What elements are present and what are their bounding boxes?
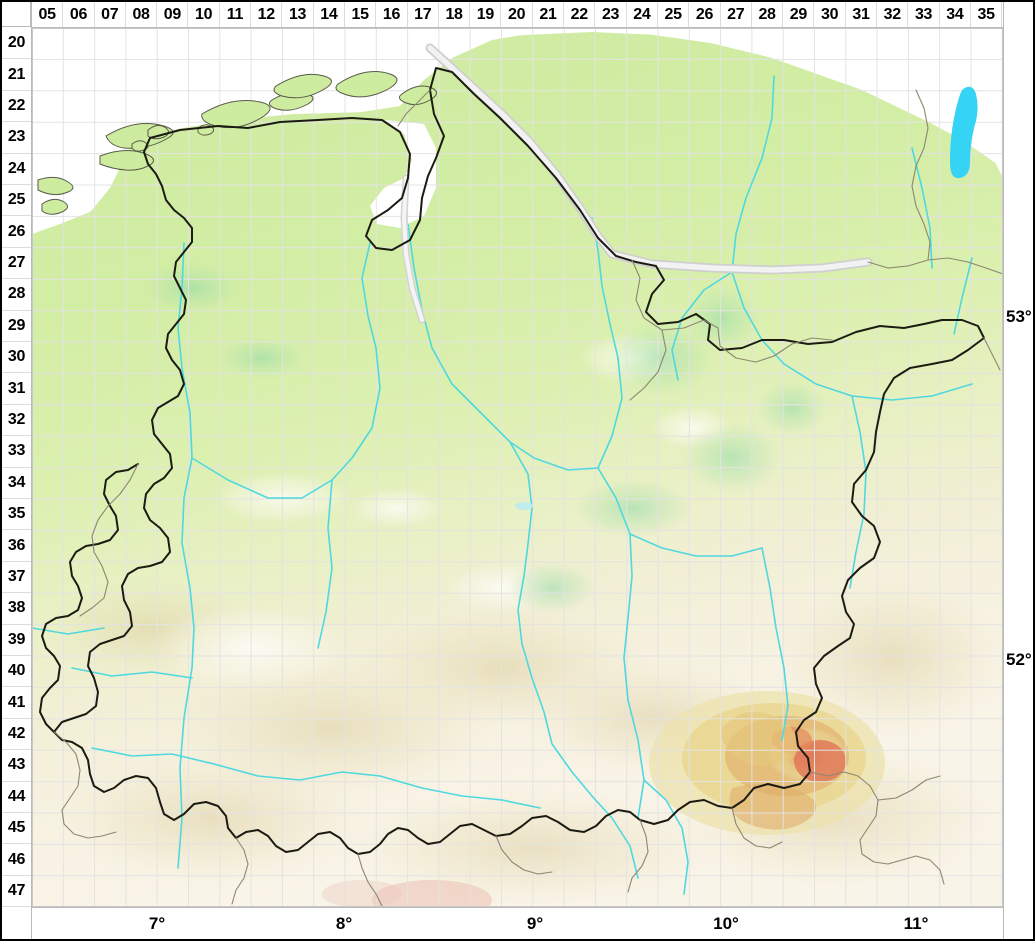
column-header-11[interactable]: 11 xyxy=(220,2,252,27)
row-header-32[interactable]: 32 xyxy=(2,405,31,437)
column-header-14[interactable]: 14 xyxy=(314,2,345,27)
topographic-map[interactable] xyxy=(32,28,1003,907)
row-header-43[interactable]: 43 xyxy=(2,750,31,782)
column-header-22[interactable]: 22 xyxy=(564,2,596,27)
column-header-07[interactable]: 07 xyxy=(95,2,126,27)
row-header-46[interactable]: 46 xyxy=(2,844,31,876)
row-header-27[interactable]: 27 xyxy=(2,248,31,280)
column-header-28[interactable]: 28 xyxy=(752,2,784,27)
longitude-label: 8° xyxy=(335,914,353,933)
elbe-river xyxy=(400,43,873,324)
column-header-row: 05 06 07 08 09 10 11 12 13 14 15 16 17 18 19 20 21 22 23 24… xyxy=(2,2,1033,28)
row-header-36[interactable]: 36 xyxy=(2,530,31,562)
latitude-label: 52° xyxy=(1006,650,1032,669)
column-header-29[interactable]: 29 xyxy=(783,2,815,27)
row-header-47[interactable]: 47 xyxy=(2,876,31,908)
column-header-16[interactable]: 16 xyxy=(376,2,408,27)
niedersachsen-border-sw xyxy=(39,463,139,733)
row-header-23[interactable]: 23 xyxy=(2,122,31,154)
harz-highland xyxy=(649,691,885,835)
row-header-31[interactable]: 31 xyxy=(2,373,31,405)
row-header-28[interactable]: 28 xyxy=(2,279,31,311)
lakes xyxy=(515,86,978,510)
district-borders xyxy=(53,89,1003,907)
map-viewport[interactable] xyxy=(32,28,1003,907)
row-header-21[interactable]: 21 xyxy=(2,59,31,91)
north-sea xyxy=(32,28,1003,234)
column-header-10[interactable]: 10 xyxy=(189,2,220,27)
column-header-17[interactable]: 17 xyxy=(408,2,439,27)
row-header-26[interactable]: 26 xyxy=(2,216,31,248)
row-header-35[interactable]: 35 xyxy=(2,499,31,531)
row-header-24[interactable]: 24 xyxy=(2,154,31,185)
latitude-label: 53° xyxy=(1006,307,1032,326)
column-header-27[interactable]: 27 xyxy=(721,2,752,27)
column-header-25[interactable]: 25 xyxy=(658,2,690,27)
row-header-37[interactable]: 37 xyxy=(2,562,31,594)
column-header-24[interactable]: 24 xyxy=(627,2,658,27)
row-header-40[interactable]: 40 xyxy=(2,656,31,688)
column-header-13[interactable]: 13 xyxy=(282,2,314,27)
right-margin xyxy=(1003,2,1033,939)
row-header-25[interactable]: 25 xyxy=(2,185,31,217)
column-header-18[interactable]: 18 xyxy=(439,2,471,27)
row-header-column: 20 21 22 23 24 25 26 27 28 29 30 31 32 33 34 35 36 37 38 39… xyxy=(2,2,32,939)
column-header-19[interactable]: 19 xyxy=(470,2,502,27)
longitude-label: 10° xyxy=(713,914,739,933)
row-header-42[interactable]: 42 xyxy=(2,719,31,751)
column-header-35[interactable]: 35 xyxy=(971,2,1003,27)
grid-corner-cell xyxy=(2,2,31,27)
row-header-22[interactable]: 22 xyxy=(2,91,31,123)
column-header-06[interactable]: 06 xyxy=(63,2,95,27)
longitude-label: 9° xyxy=(526,914,544,933)
column-header-20[interactable]: 20 xyxy=(502,2,533,27)
column-header-08[interactable]: 08 xyxy=(126,2,158,27)
column-header-32[interactable]: 32 xyxy=(877,2,909,27)
column-header-15[interactable]: 15 xyxy=(345,2,377,27)
row-header-20[interactable]: 20 xyxy=(2,28,31,60)
column-header-30[interactable]: 30 xyxy=(815,2,846,27)
niedersachsen-border xyxy=(53,67,985,855)
row-header-45[interactable]: 45 xyxy=(2,813,31,845)
row-header-41[interactable]: 41 xyxy=(2,687,31,719)
longitude-axis: 7° 8° 9° 10° 11° xyxy=(32,907,1003,939)
column-header-31[interactable]: 31 xyxy=(846,2,878,27)
longitude-label: 11° xyxy=(903,914,929,933)
row-header-30[interactable]: 30 xyxy=(2,342,31,374)
column-header-12[interactable]: 12 xyxy=(251,2,283,27)
row-header-34[interactable]: 34 xyxy=(2,468,31,499)
column-header-26[interactable]: 26 xyxy=(689,2,721,27)
row-header-29[interactable]: 29 xyxy=(2,311,31,342)
row-header-39[interactable]: 39 xyxy=(2,625,31,656)
column-header-05[interactable]: 05 xyxy=(32,2,64,27)
east-frisian-islands xyxy=(37,71,437,215)
column-header-09[interactable]: 09 xyxy=(157,2,189,27)
column-header-21[interactable]: 21 xyxy=(533,2,565,27)
column-header-23[interactable]: 23 xyxy=(595,2,627,27)
longitude-label: 7° xyxy=(148,914,166,933)
row-header-44[interactable]: 44 xyxy=(2,782,31,813)
column-header-33[interactable]: 33 xyxy=(908,2,940,27)
row-header-33[interactable]: 33 xyxy=(2,436,31,468)
column-header-34[interactable]: 34 xyxy=(940,2,971,27)
row-header-38[interactable]: 38 xyxy=(2,593,31,625)
